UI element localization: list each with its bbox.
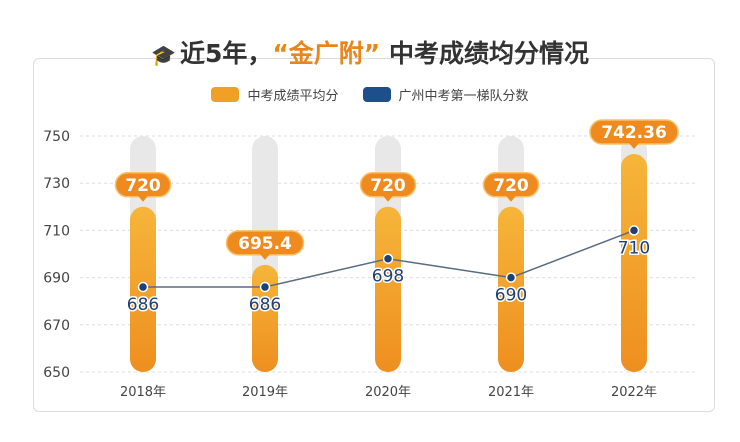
legend: 中考成绩平均分 广州中考第一梯队分数 <box>0 85 740 104</box>
line-value-label: 698 <box>372 267 404 287</box>
bar <box>498 206 524 372</box>
legend-swatch-orange <box>211 87 240 102</box>
bar-label-pointer <box>629 143 639 150</box>
bar-value-label: 720 <box>370 176 406 196</box>
chart-title: 🎓 近5年，“金广附” 中考成绩均分情况 <box>0 34 740 70</box>
x-tick-label: 2022年 <box>611 385 657 400</box>
title-prefix: 近5年， <box>179 39 273 68</box>
y-tick-label: 650 <box>43 365 70 381</box>
line-value-label: 710 <box>618 238 650 258</box>
y-tick-label: 750 <box>43 129 70 145</box>
y-tick-label: 670 <box>43 318 70 334</box>
y-tick-label: 730 <box>43 176 70 192</box>
legend-label: 广州中考第一梯队分数 <box>398 89 529 104</box>
line-value-label: 690 <box>495 286 527 306</box>
legend-item-average: 中考成绩平均分 <box>211 85 339 104</box>
bar-value-label: 720 <box>493 176 529 196</box>
x-tick-label: 2018年 <box>120 385 166 400</box>
title-highlight: “金广附” <box>272 39 381 68</box>
x-tick-label: 2019年 <box>242 385 288 400</box>
line-point <box>382 253 394 264</box>
x-tick-label: 2021年 <box>488 385 534 400</box>
legend-label: 中考成绩平均分 <box>247 89 339 104</box>
y-tick-label: 690 <box>43 271 70 287</box>
graduation-cap-icon: 🎓 <box>151 43 176 67</box>
bar <box>375 206 401 372</box>
line-point <box>137 281 149 293</box>
line-value-label: 686 <box>127 295 159 315</box>
line-point <box>259 281 271 293</box>
bar-value-label: 695.4 <box>238 234 292 254</box>
bar <box>621 154 647 372</box>
bar-value-label: 720 <box>125 176 161 196</box>
bar-label-pointer <box>506 195 516 202</box>
line-value-label: 686 <box>249 295 281 315</box>
bar-label-pointer <box>383 195 393 202</box>
bar-label-pointer <box>138 195 148 202</box>
bar <box>252 264 278 372</box>
legend-item-tier: 广州中考第一梯队分数 <box>362 85 529 104</box>
line-point <box>505 272 517 283</box>
line-point <box>628 225 640 236</box>
x-tick-label: 2020年 <box>365 385 411 400</box>
title-suffix: 中考成绩均分情况 <box>380 39 589 68</box>
bar-label-pointer <box>260 253 270 260</box>
bar-value-label: 742.36 <box>601 123 667 143</box>
y-tick-label: 710 <box>43 223 70 239</box>
legend-swatch-blue <box>362 87 391 102</box>
